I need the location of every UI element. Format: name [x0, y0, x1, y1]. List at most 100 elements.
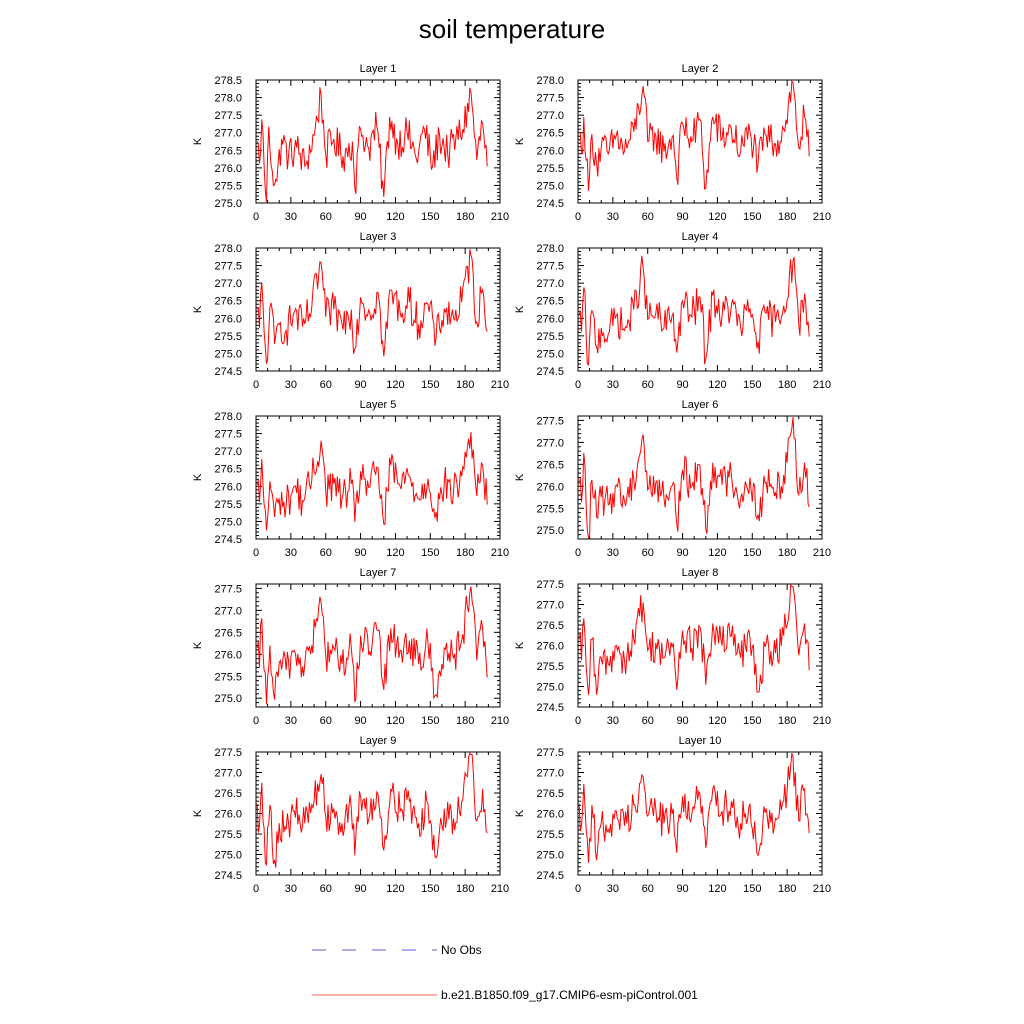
y-tick-label: 276.0 — [214, 809, 242, 821]
panel-title: Layer 2 — [682, 63, 719, 75]
y-tick-label: 276.5 — [214, 296, 242, 308]
x-tick-label: 0 — [253, 379, 259, 391]
x-tick-label: 120 — [708, 379, 726, 391]
y-tick-label: 277.5 — [214, 583, 242, 595]
y-tick-label: 277.5 — [214, 261, 242, 273]
y-tick-label: 275.5 — [214, 499, 242, 511]
x-tick-label: 180 — [456, 883, 474, 895]
y-tick-label: 277.0 — [214, 446, 242, 458]
x-tick-label: 90 — [354, 379, 366, 391]
x-tick-label: 210 — [813, 211, 831, 223]
plot-frame — [255, 79, 501, 204]
y-tick-label: 276.0 — [536, 313, 564, 325]
series-line — [578, 417, 810, 540]
x-tick-label: 0 — [575, 883, 581, 895]
x-tick-label: 210 — [813, 547, 831, 559]
y-tick-label: 276.0 — [536, 641, 564, 653]
x-tick-label: 90 — [676, 883, 688, 895]
panel-title: Layer 3 — [360, 231, 397, 243]
y-tick-label: 274.5 — [536, 366, 564, 378]
panel-title: Layer 7 — [360, 567, 397, 579]
y-axis-label: K — [514, 305, 526, 313]
x-tick-label: 150 — [743, 715, 761, 727]
plot-frame — [255, 751, 501, 876]
y-tick-label: 275.0 — [214, 693, 242, 705]
y-tick-label: 277.0 — [214, 768, 242, 780]
y-tick-label: 278.0 — [536, 75, 564, 87]
y-tick-label: 276.0 — [214, 313, 242, 325]
x-tick-label: 60 — [320, 211, 332, 223]
y-tick-label: 275.0 — [214, 198, 242, 210]
y-tick-label: 275.5 — [536, 163, 564, 175]
x-tick-label: 120 — [708, 715, 726, 727]
x-tick-label: 0 — [253, 211, 259, 223]
y-tick-label: 277.5 — [214, 110, 242, 122]
series-line — [256, 87, 488, 202]
x-tick-label: 150 — [421, 379, 439, 391]
x-tick-label: 30 — [607, 379, 619, 391]
y-tick-label: 277.0 — [214, 605, 242, 617]
y-tick-label: 278.0 — [214, 243, 242, 255]
x-tick-label: 90 — [676, 211, 688, 223]
y-tick-label: 278.0 — [214, 411, 242, 423]
panel-layer-5: Layer 5 K 0 30 60 90 120 150 180 210 274.5 275.0 275… — [192, 399, 509, 559]
x-tick-label: 210 — [491, 547, 509, 559]
x-tick-label: 0 — [575, 211, 581, 223]
plot-frame — [577, 751, 823, 876]
y-tick-label: 277.5 — [214, 429, 242, 441]
y-tick-label: 275.5 — [214, 829, 242, 841]
y-tick-label: 274.5 — [536, 870, 564, 882]
x-tick-label: 0 — [253, 883, 259, 895]
x-tick-label: 210 — [813, 715, 831, 727]
plot-frame — [577, 415, 823, 540]
x-tick-label: 180 — [778, 715, 796, 727]
x-tick-label: 180 — [778, 883, 796, 895]
y-tick-label: 275.5 — [214, 180, 242, 192]
y-tick-label: 277.0 — [536, 110, 564, 122]
x-tick-label: 0 — [575, 547, 581, 559]
x-tick-label: 30 — [607, 715, 619, 727]
x-tick-label: 150 — [743, 547, 761, 559]
y-axis-label: K — [514, 641, 526, 649]
y-tick-label: 277.5 — [536, 747, 564, 759]
x-tick-label: 90 — [354, 715, 366, 727]
x-tick-label: 120 — [386, 883, 404, 895]
panel-title: Layer 10 — [679, 735, 722, 747]
y-tick-label: 277.0 — [214, 278, 242, 290]
x-tick-label: 30 — [285, 211, 297, 223]
x-tick-label: 120 — [708, 883, 726, 895]
y-tick-label: 277.0 — [536, 600, 564, 612]
y-axis-label: K — [192, 137, 204, 145]
panel-layer-9: Layer 9 K 0 30 60 90 120 150 180 210 274.5 275.0 275… — [192, 735, 509, 895]
plot-frame — [255, 247, 501, 372]
y-tick-label: 275.0 — [536, 180, 564, 192]
y-tick-label: 275.0 — [536, 348, 564, 360]
x-tick-label: 150 — [421, 883, 439, 895]
plot-frame — [255, 415, 501, 540]
x-tick-label: 90 — [354, 547, 366, 559]
x-tick-label: 60 — [320, 379, 332, 391]
plot-frame — [577, 583, 823, 708]
x-tick-label: 150 — [421, 715, 439, 727]
page-title: soil temperature — [418, 14, 606, 44]
x-tick-label: 30 — [285, 379, 297, 391]
x-tick-label: 180 — [456, 211, 474, 223]
x-tick-label: 60 — [320, 547, 332, 559]
y-tick-label: 276.5 — [214, 627, 242, 639]
y-tick-label: 276.0 — [214, 649, 242, 661]
y-tick-label: 276.5 — [536, 128, 564, 140]
y-tick-label: 278.0 — [214, 93, 242, 105]
x-tick-label: 150 — [743, 379, 761, 391]
x-tick-label: 150 — [743, 883, 761, 895]
y-tick-label: 274.5 — [214, 870, 242, 882]
series-line — [256, 249, 488, 364]
y-tick-label: 276.0 — [214, 481, 242, 493]
y-tick-label: 276.5 — [214, 788, 242, 800]
x-tick-label: 210 — [813, 883, 831, 895]
x-tick-label: 60 — [642, 379, 654, 391]
y-tick-label: 277.0 — [214, 128, 242, 140]
x-tick-label: 210 — [491, 379, 509, 391]
y-tick-label: 276.5 — [536, 788, 564, 800]
plot-frame — [577, 79, 823, 204]
